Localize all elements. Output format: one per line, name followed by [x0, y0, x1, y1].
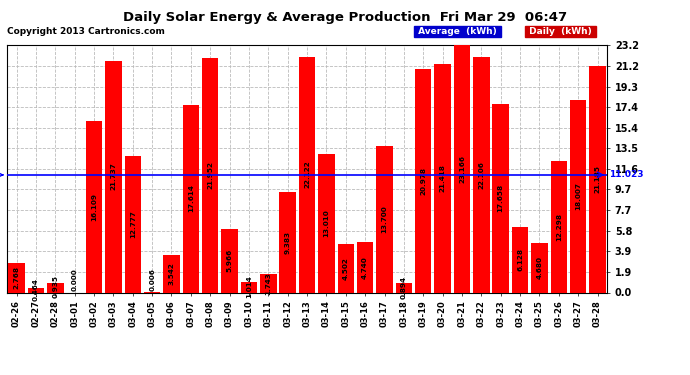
Text: 1.014: 1.014 — [246, 275, 252, 298]
Bar — [105, 61, 121, 292]
Text: 22.122: 22.122 — [304, 160, 310, 188]
Text: 20.978: 20.978 — [420, 166, 426, 195]
Text: Average  (kWh): Average (kWh) — [415, 27, 500, 36]
Text: 21.952: 21.952 — [207, 161, 213, 189]
Text: 17.614: 17.614 — [188, 184, 194, 213]
Bar — [454, 45, 470, 292]
Bar — [241, 282, 257, 292]
Text: 11.023: 11.023 — [609, 170, 644, 179]
Bar — [221, 229, 238, 292]
Text: 17.658: 17.658 — [497, 184, 504, 212]
Text: 21.737: 21.737 — [110, 163, 117, 190]
Bar — [318, 154, 335, 292]
Text: 22.106: 22.106 — [478, 160, 484, 189]
Text: 0.894: 0.894 — [401, 276, 407, 299]
Text: 1.743: 1.743 — [266, 272, 271, 295]
Text: Copyright 2013 Cartronics.com: Copyright 2013 Cartronics.com — [7, 27, 165, 36]
Bar — [435, 64, 451, 292]
Bar — [531, 243, 548, 292]
Text: 18.007: 18.007 — [575, 183, 581, 210]
Bar — [337, 244, 354, 292]
Text: 21.185: 21.185 — [595, 165, 600, 194]
Bar — [395, 283, 412, 292]
Bar — [551, 161, 567, 292]
Text: 3.542: 3.542 — [168, 262, 175, 285]
Bar — [279, 192, 296, 292]
Text: 4.680: 4.680 — [536, 256, 542, 279]
Bar — [260, 274, 277, 292]
Bar — [8, 263, 25, 292]
Bar — [28, 288, 44, 292]
Bar — [299, 57, 315, 292]
Text: 6.128: 6.128 — [517, 248, 523, 272]
Text: 13.700: 13.700 — [382, 206, 388, 233]
Text: 0.935: 0.935 — [52, 276, 59, 298]
Text: 12.298: 12.298 — [555, 213, 562, 241]
Bar — [589, 66, 606, 292]
Text: Daily Solar Energy & Average Production  Fri Mar 29  06:47: Daily Solar Energy & Average Production … — [123, 11, 567, 24]
Bar — [473, 57, 490, 292]
Text: 16.109: 16.109 — [91, 193, 97, 220]
Bar — [512, 227, 529, 292]
Text: 12.777: 12.777 — [130, 210, 136, 238]
Text: Daily  (kWh): Daily (kWh) — [526, 27, 595, 36]
Bar — [570, 100, 586, 292]
Bar — [376, 146, 393, 292]
Text: 4.502: 4.502 — [343, 257, 348, 280]
Bar — [86, 121, 102, 292]
Bar — [47, 282, 63, 292]
Bar — [415, 69, 431, 292]
Text: 23.166: 23.166 — [459, 155, 465, 183]
Text: 0.464: 0.464 — [33, 278, 39, 301]
Text: 0.000: 0.000 — [72, 268, 78, 291]
Text: 2.768: 2.768 — [14, 266, 19, 289]
Text: 9.383: 9.383 — [285, 231, 290, 254]
Text: 4.740: 4.740 — [362, 256, 368, 279]
Text: 21.418: 21.418 — [440, 164, 446, 192]
Bar — [124, 156, 141, 292]
Bar — [164, 255, 179, 292]
Bar — [493, 104, 509, 292]
Bar — [357, 242, 373, 292]
Text: 13.010: 13.010 — [324, 209, 329, 237]
Bar — [183, 105, 199, 292]
Text: 0.006: 0.006 — [149, 268, 155, 291]
Bar — [202, 58, 219, 292]
Text: 5.966: 5.966 — [226, 249, 233, 272]
